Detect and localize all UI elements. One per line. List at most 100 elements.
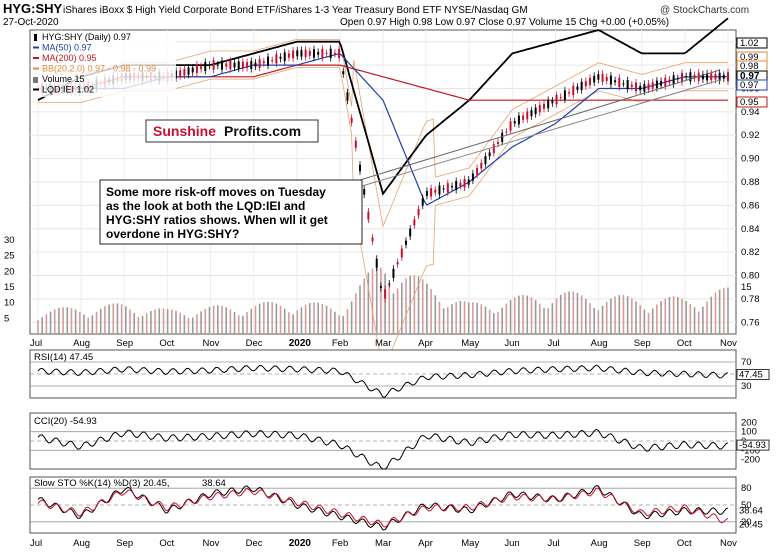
candle-body [488,152,491,157]
volume-bar [200,311,202,334]
volume-bar [530,297,533,334]
month-label: Jul [548,338,560,349]
volume-bar [685,301,687,334]
volume-bar [196,314,198,334]
candle-body [601,73,604,82]
month-label: Nov [720,538,737,549]
volume-bar [610,298,612,334]
price-tag-label: 0.97 [740,80,759,91]
volume-bar [426,283,428,334]
volume-bar [656,304,658,334]
candle-body [271,59,274,61]
volume-bar [150,310,152,334]
candle-body [543,103,545,109]
volume-bar [342,316,345,334]
volume-bar [375,267,378,334]
volume-bar [329,308,332,334]
candle-body [375,258,378,268]
volume-bar [660,301,662,334]
month-label: Sep [116,538,133,549]
chart-date: 27-Oct-2020 [3,17,59,28]
candle-body [354,140,357,148]
candle-body [584,81,587,87]
candle-body [308,50,311,56]
volume-bar [388,283,391,334]
candle-body [204,61,207,72]
volume-bar [225,307,227,334]
month-label: Nov [203,538,220,549]
price-tick-label: 0.86 [741,200,760,211]
candle-body [664,77,667,87]
volume-bar [367,272,370,334]
candle-body [325,52,328,54]
candle-body [559,96,562,98]
volume-bar [631,298,633,334]
volume-bar [593,307,595,334]
volume-bar [434,295,437,334]
candle-body [547,99,550,109]
month-label: Dec [246,338,263,349]
candle-body [379,286,382,288]
candle-body [287,53,290,58]
volume-bar [668,296,671,334]
legend-entry: Volume 15 [42,74,85,84]
candle-body [384,289,387,299]
volume-tick-label: 5 [4,313,9,324]
ohlc-readout: Open 0.97 High 0.98 Low 0.97 Close 0.97 … [340,17,669,28]
volume-bar [58,307,60,334]
volume-bar [522,294,524,334]
month-label: Oct [159,338,174,349]
volume-bar [664,298,667,334]
candle-body [216,64,219,66]
candle-body [572,85,575,96]
volume-bar [564,292,566,334]
candle-body [530,110,533,117]
volume-bar [380,267,382,334]
candle-body [681,72,683,83]
sto-label-a: Slow STO %K(14) %D(3) 20.45, [34,478,170,489]
legend-swatch [34,34,37,41]
candle-body [706,73,709,81]
volume-bar [296,310,299,334]
candle-body [480,162,483,169]
volume-bar [283,308,286,334]
volume-bar [647,312,650,334]
volume-bar [45,314,48,334]
volume-bar [505,303,508,334]
candle-body [296,50,299,57]
candle-body [363,188,366,195]
candle-body [655,80,658,89]
volume-bar [212,305,215,334]
month-label: Aug [591,338,608,349]
volume-bar [87,317,89,334]
volume-bar [112,303,115,334]
volume-bar [120,304,123,334]
candle-body [714,73,717,80]
candle-body [593,75,596,83]
volume-bar [551,303,554,334]
candle-body [710,73,713,81]
sto-tag-d: 20.45 [739,520,763,531]
volume-bar [204,308,207,334]
volume-bar [321,303,324,334]
candle-body [367,211,370,220]
volume-bar [463,301,466,334]
volume-bar [476,302,478,334]
candle-body [279,56,282,59]
volume-bar [154,309,156,334]
annotation-line-2: as the look at both the LQD:IEI and [106,199,305,213]
volume-tick-label: 30 [4,235,15,246]
volume-bar [237,315,240,334]
candle-body [191,67,194,73]
volume-bar [484,306,487,334]
month-label: Mar [375,538,391,549]
candle-body [555,95,558,105]
volume-bar [158,308,161,334]
volume-bar [254,305,257,334]
volume-bar [559,294,562,334]
candle-body [442,188,445,190]
volume-bar [405,278,407,334]
annotation-line-4: overdone in HYG:SHY? [106,227,239,241]
volume-bar [191,317,194,334]
volume-bar [371,268,374,334]
